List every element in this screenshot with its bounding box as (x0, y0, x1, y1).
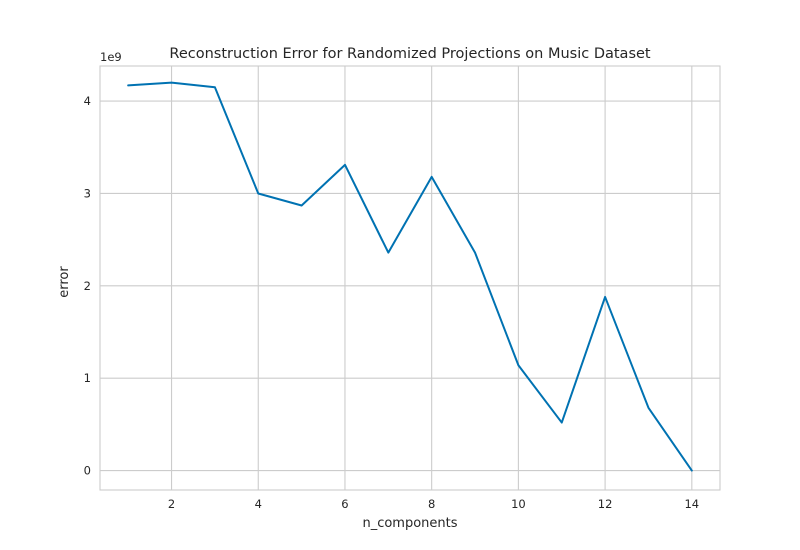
x-tick-label: 2 (168, 497, 175, 511)
y-axis-label: error (57, 266, 72, 298)
grid (100, 66, 720, 490)
x-tick-label: 4 (255, 497, 262, 511)
y-tick-label: 4 (84, 94, 91, 108)
y-tick-label: 3 (84, 186, 91, 200)
x-axis-label: n_components (362, 516, 457, 531)
series-line (127, 81, 693, 472)
y-offset-label: 1e9 (100, 50, 122, 64)
y-tick-label: 1 (84, 371, 91, 385)
y-tick-label: 0 (84, 464, 91, 478)
x-tick-label: 6 (341, 497, 348, 511)
series-layer (127, 81, 693, 472)
x-tick-label: 12 (598, 497, 613, 511)
x-tick-label: 8 (428, 497, 435, 511)
x-tick-label: 10 (511, 497, 526, 511)
x-tick-label: 14 (684, 497, 699, 511)
y-tick-label: 2 (84, 279, 91, 293)
chart-title: Reconstruction Error for Randomized Proj… (169, 46, 651, 62)
plot-area (99, 65, 721, 491)
